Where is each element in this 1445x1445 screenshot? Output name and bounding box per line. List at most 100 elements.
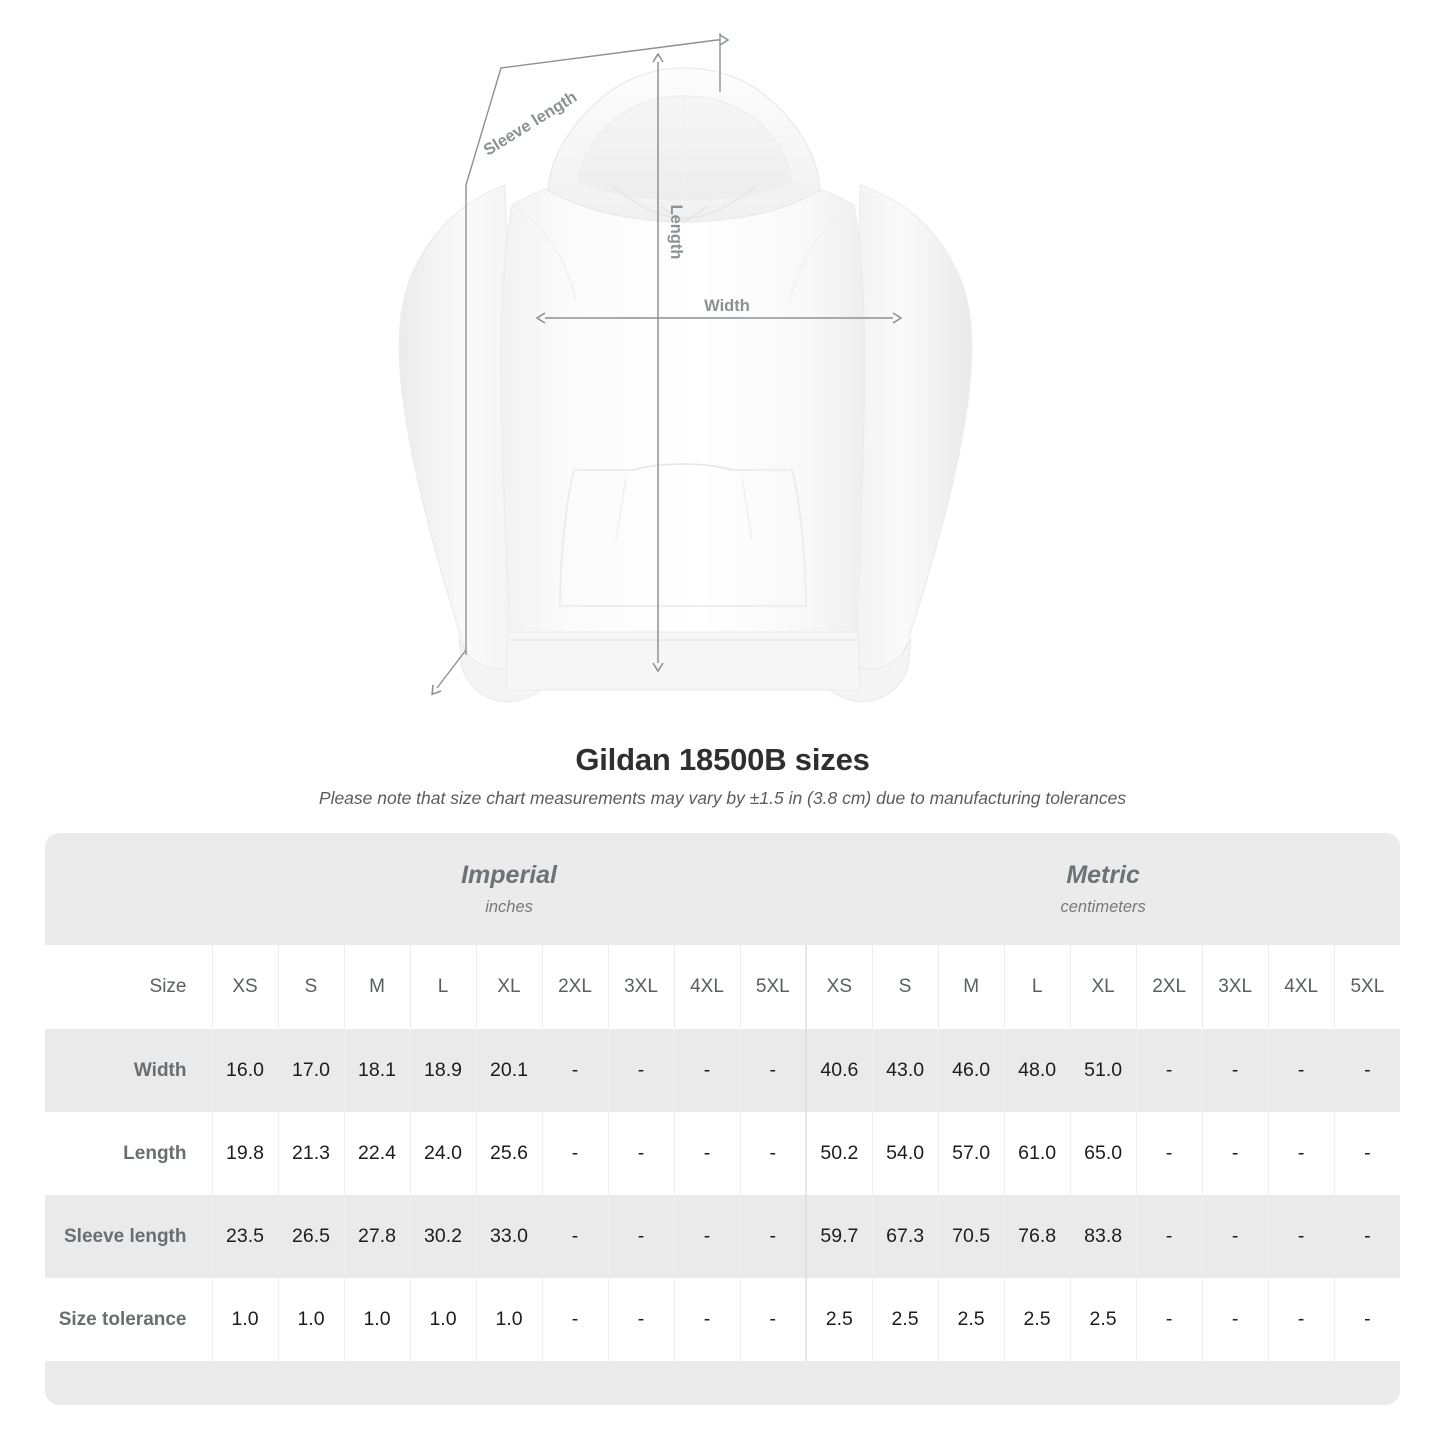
size-header-metric-m: M	[937, 945, 1005, 1029]
cell-length-imperial-m: 22.4	[343, 1112, 410, 1195]
size-header-metric-2xl: 2XL	[1135, 945, 1203, 1029]
cell-length-imperial-3xl: -	[607, 1112, 674, 1195]
cell-length-imperial-l: 24.0	[409, 1112, 476, 1195]
cell-size-tolerance-metric-xl: 2.5	[1069, 1278, 1137, 1361]
cell-length-metric-5xl: -	[1333, 1112, 1401, 1195]
cell-width-metric-xs: 40.6	[805, 1029, 873, 1112]
cell-width-imperial-2xl: -	[541, 1029, 608, 1112]
size-header-metric-3xl: 3XL	[1201, 945, 1269, 1029]
cell-length-imperial-xs: 19.8	[211, 1112, 278, 1195]
unit-name-metric: Metric	[1066, 860, 1140, 889]
cell-size-tolerance-metric-3xl: -	[1201, 1278, 1269, 1361]
size-header-row: Size XS S M L XL 2XL 3XL 4XL 5XL XS S M L XL 2XL 3XL 4XL 5…	[45, 945, 1401, 1029]
size-header-metric-xs: XS	[805, 945, 873, 1029]
measurement-annotations	[431, 33, 903, 696]
cell-size-tolerance-metric-5xl: -	[1333, 1278, 1401, 1361]
footer-spacer-mid	[212, 1361, 1335, 1405]
footer-spacer-left	[45, 1361, 212, 1405]
unit-sub-imperial: inches	[485, 898, 533, 917]
cell-length-imperial-5xl: -	[739, 1112, 807, 1195]
size-header-imperial-l: L	[409, 945, 476, 1029]
row-label-header: Size	[45, 945, 212, 1029]
size-header-imperial-4xl: 4XL	[673, 945, 740, 1029]
table-row: Size tolerance 1.0 1.0 1.0 1.0 1.0- - - -2.5 2.5 2…	[45, 1278, 1401, 1361]
cell-size-tolerance-imperial-xl: 1.0	[475, 1278, 542, 1361]
row-label-width: Width	[45, 1029, 212, 1112]
unit-band-row: Imperial inches Metric centimeters	[45, 833, 1401, 945]
row-label-length: Length	[45, 1112, 212, 1195]
cell-sleeve-length-imperial-l: 30.2	[409, 1195, 476, 1278]
cell-sleeve-length-metric-s: 67.3	[871, 1195, 939, 1278]
cell-length-imperial-xl: 25.6	[475, 1112, 542, 1195]
cell-width-imperial-l: 18.9	[409, 1029, 476, 1112]
cell-length-metric-s: 54.0	[871, 1112, 939, 1195]
cell-size-tolerance-metric-s: 2.5	[871, 1278, 939, 1361]
width-label: Width	[704, 297, 750, 315]
cell-sleeve-length-imperial-2xl: -	[541, 1195, 608, 1278]
size-header-imperial-m: M	[343, 945, 410, 1029]
cell-size-tolerance-metric-xs: 2.5	[805, 1278, 873, 1361]
cell-sleeve-length-metric-4xl: -	[1267, 1195, 1335, 1278]
cell-sleeve-length-metric-l: 76.8	[1003, 1195, 1071, 1278]
cell-sleeve-length-metric-2xl: -	[1135, 1195, 1203, 1278]
size-table-wrapper: Imperial inches Metric centimeters Size XS S M L…	[45, 833, 1401, 1405]
cell-size-tolerance-imperial-4xl: -	[673, 1278, 740, 1361]
cell-sleeve-length-imperial-s: 26.5	[277, 1195, 344, 1278]
size-header-imperial-xs: XS	[211, 945, 278, 1029]
cell-length-metric-xl: 65.0	[1069, 1112, 1137, 1195]
table-row: Sleeve length 23.5 26.5 27.8 30.2 33.0- - - -59.…	[45, 1195, 1401, 1278]
row-label-size-tolerance: Size tolerance	[45, 1278, 212, 1361]
cell-sleeve-length-imperial-5xl: -	[739, 1195, 807, 1278]
unit-band-spacer	[45, 833, 212, 945]
size-header-imperial-3xl: 3XL	[607, 945, 674, 1029]
unit-name-imperial: Imperial	[461, 860, 557, 889]
cell-width-imperial-xs: 16.0	[211, 1029, 278, 1112]
table-row: Width 16.0 17.0 18.1 18.9 20.1- - - -40.6 43.0 46.…	[45, 1029, 1401, 1112]
page-title: Gildan 18500B sizes	[575, 742, 870, 777]
cell-width-metric-5xl: -	[1333, 1029, 1401, 1112]
cell-sleeve-length-imperial-3xl: -	[607, 1195, 674, 1278]
cell-length-metric-2xl: -	[1135, 1112, 1203, 1195]
cell-size-tolerance-metric-4xl: -	[1267, 1278, 1335, 1361]
cell-sleeve-length-metric-5xl: -	[1333, 1195, 1401, 1278]
cell-length-imperial-4xl: -	[673, 1112, 740, 1195]
sleeve-length-dimension	[431, 34, 730, 696]
cell-sleeve-length-imperial-4xl: -	[673, 1195, 740, 1278]
size-header-metric-5xl: 5XL	[1333, 945, 1401, 1029]
cell-size-tolerance-imperial-xs: 1.0	[211, 1278, 278, 1361]
cell-size-tolerance-metric-l: 2.5	[1003, 1278, 1071, 1361]
cell-size-tolerance-imperial-s: 1.0	[277, 1278, 344, 1361]
size-header-imperial-2xl: 2XL	[541, 945, 608, 1029]
size-header-imperial-5xl: 5XL	[739, 945, 807, 1029]
cell-sleeve-length-metric-xs: 59.7	[805, 1195, 873, 1278]
table-row: Length 19.8 21.3 22.4 24.0 25.6- - - -50.2 54.0 57…	[45, 1112, 1401, 1195]
cell-length-metric-4xl: -	[1267, 1112, 1335, 1195]
cell-sleeve-length-imperial-m: 27.8	[343, 1195, 410, 1278]
cell-sleeve-length-metric-3xl: -	[1201, 1195, 1269, 1278]
cell-width-metric-2xl: -	[1135, 1029, 1203, 1112]
footer-spacer-right	[1334, 1361, 1401, 1405]
cell-length-metric-l: 61.0	[1003, 1112, 1071, 1195]
size-header-metric-4xl: 4XL	[1267, 945, 1335, 1029]
cell-width-imperial-5xl: -	[739, 1029, 807, 1112]
cell-size-tolerance-metric-m: 2.5	[937, 1278, 1005, 1361]
size-header-metric-l: L	[1003, 945, 1071, 1029]
cell-width-metric-l: 48.0	[1003, 1029, 1071, 1112]
cell-width-metric-3xl: -	[1201, 1029, 1269, 1112]
cell-size-tolerance-imperial-l: 1.0	[409, 1278, 476, 1361]
cell-length-metric-3xl: -	[1201, 1112, 1269, 1195]
cell-length-imperial-s: 21.3	[277, 1112, 344, 1195]
unit-header-imperial: Imperial inches	[212, 833, 807, 945]
cell-width-metric-4xl: -	[1267, 1029, 1335, 1112]
cell-sleeve-length-metric-xl: 83.8	[1069, 1195, 1137, 1278]
unit-sub-metric: centimeters	[1060, 898, 1146, 917]
cell-width-imperial-s: 17.0	[277, 1029, 344, 1112]
size-header-metric-s: S	[871, 945, 939, 1029]
cell-length-metric-xs: 50.2	[805, 1112, 873, 1195]
size-table: Imperial inches Metric centimeters Size XS S M L…	[45, 833, 1401, 1405]
cell-width-imperial-4xl: -	[673, 1029, 740, 1112]
cell-width-metric-xl: 51.0	[1069, 1029, 1137, 1112]
length-label: Length	[667, 205, 685, 260]
size-header-imperial-s: S	[277, 945, 344, 1029]
